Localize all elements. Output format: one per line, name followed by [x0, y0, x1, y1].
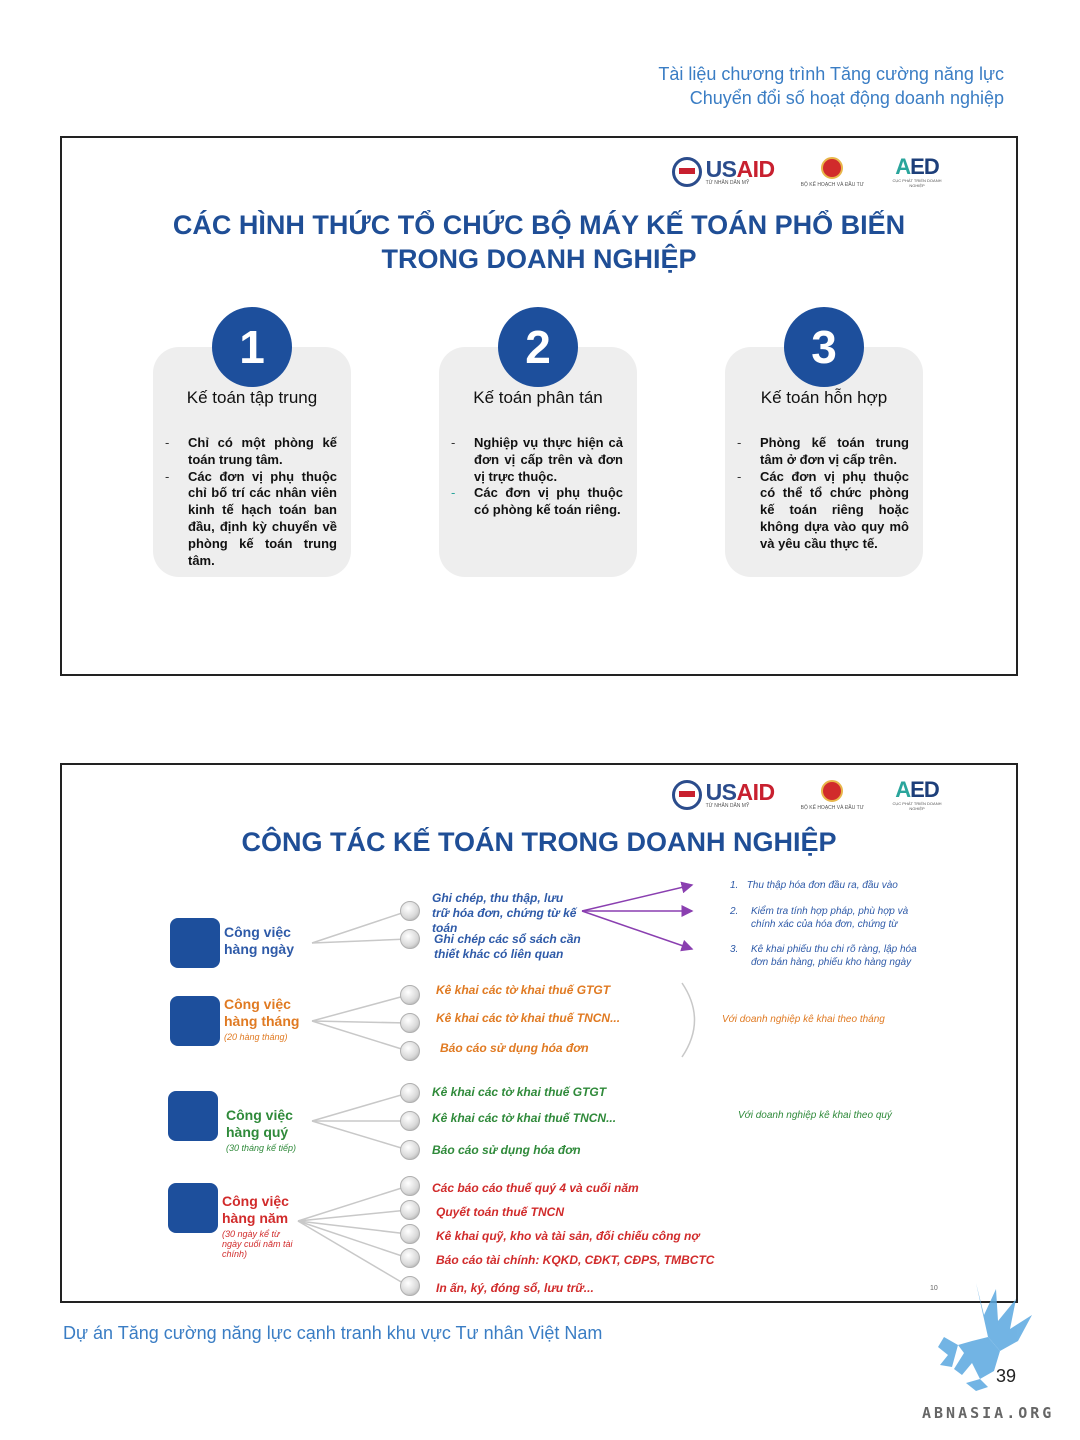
number-badge: 3 [784, 307, 864, 387]
list-item: Các đơn vị phụ thuộc có phòng kế toán ri… [451, 485, 623, 519]
list-item: Nghiệp vụ thực hiện cả đơn vị cấp trên v… [451, 435, 623, 485]
quarterly-note: Với doanh nghiệp kê khai theo quý [738, 1110, 892, 1121]
document-header: Tài liệu chương trình Tăng cường năng lự… [658, 62, 1004, 110]
task-yearly-1: Các báo cáo thuế quý 4 và cuối năm [432, 1181, 639, 1195]
node-bullet-icon [400, 985, 420, 1005]
card-bullets: Phòng kế toán trung tâm ở đơn vị cấp trê… [737, 435, 909, 553]
group-label-quarterly: Công việc hàng quý (30 tháng kế tiếp) [226, 1107, 297, 1153]
list-item: Các đơn vị phụ thuộc có thể tổ chức phòn… [737, 469, 909, 553]
task-daily-1: Ghi chép, thu thập, lưu trữ hóa đơn, chứ… [432, 891, 577, 935]
task-monthly-3: Báo cáo sử dụng hóa đơn [440, 1041, 589, 1055]
daily-step-1: 1. Thu thập hóa đơn đầu ra, đầu vào [730, 880, 898, 891]
task-yearly-2: Quyết toán thuế TNCN [436, 1205, 564, 1219]
group-block-monthly [170, 996, 220, 1046]
group-label-daily: Công việc hàng ngày [224, 924, 295, 957]
node-bullet-icon [400, 1041, 420, 1061]
connector-lines [297, 881, 696, 1287]
slide-number: 10 [930, 1285, 938, 1292]
usaid-seal-icon [671, 780, 702, 810]
page-number: 39 [996, 1366, 1017, 1386]
node-bullet-icon [400, 1200, 420, 1220]
mpi-emblem-icon [821, 779, 844, 802]
card-title: Kế toán hỗn hợp [760, 388, 888, 407]
node-bullet-icon [400, 1224, 420, 1244]
task-monthly-1: Kê khai các tờ khai thuế GTGT [436, 983, 611, 997]
node-bullet-icon [400, 1276, 420, 1296]
mpi-logo: BỘ KẾ HOẠCH VÀ ĐẦU TƯ [801, 779, 864, 811]
header-line-2: Chuyển đổi số hoạt động doanh nghiệp [689, 88, 1004, 108]
card-bullets: Chỉ có một phòng kế toán trung tâm. Các … [165, 435, 337, 569]
card-title: Kế toán phân tán [473, 388, 603, 407]
usaid-seal-icon [671, 157, 702, 187]
task-yearly-4: Báo cáo tài chính: KQKD, CĐKT, CĐPS, TMB… [436, 1253, 715, 1267]
node-bullet-icon [400, 929, 420, 949]
node-bullet-icon [400, 1176, 420, 1196]
group-block-yearly [168, 1183, 218, 1233]
aed-logo: AED CỤC PHÁT TRIỂN DOANH NGHIỆP [892, 777, 942, 812]
task-yearly-3: Kê khai quỹ, kho và tài sản, đối chiếu c… [436, 1229, 700, 1243]
partner-logos: USAID TỪ NHÂN DÂN MỸ BỘ KẾ HOẠCH VÀ ĐẦU … [671, 154, 944, 189]
number-badge: 1 [212, 307, 292, 387]
list-item: Các đơn vị phụ thuộc chỉ bố trí các nhân… [165, 469, 337, 570]
griffin-watermark-icon [938, 1283, 1032, 1391]
partner-logos: USAID TỪ NHÂN DÂN MỸ BỘ KẾ HOẠCH VÀ ĐẦU … [671, 777, 944, 812]
task-daily-2: Ghi chép các sổ sách cần thiết khác có l… [434, 932, 581, 961]
mpi-logo: BỘ KẾ HOẠCH VÀ ĐẦU TƯ [801, 156, 864, 188]
card-title: Kế toán tập trung [186, 388, 318, 407]
node-bullet-icon [400, 1111, 420, 1131]
node-bullet-icon [400, 1013, 420, 1033]
slide-1-title: CÁC HÌNH THỨC TỔ CHỨC BỘ MÁY KẾ TOÁN PHỔ… [172, 210, 906, 274]
node-bullet-icon [400, 1140, 420, 1160]
watermark-text: ABNASIA.ORG [922, 1404, 1055, 1422]
card-bullets: Nghiệp vụ thực hiện cả đơn vị cấp trên v… [451, 435, 623, 519]
slide-accounting-work: USAID TỪ NHÂN DÂN MỸ BỘ KẾ HOẠCH VÀ ĐẦU … [60, 763, 1018, 1303]
task-quarterly-1: Kê khai các tờ khai thuế GTGT [432, 1085, 607, 1099]
monthly-note: Với doanh nghiệp kê khai theo tháng [722, 1014, 885, 1025]
mpi-emblem-icon [821, 156, 844, 179]
number-badge: 2 [498, 307, 578, 387]
card-decentralized-accounting: Kế toán phân tán Nghiệp vụ thực hiện cả … [439, 347, 637, 577]
usaid-logo: USAID TỪ NHÂN DÂN MỸ [671, 157, 775, 187]
group-label-yearly: Công việc hàng năm (30 ngày kể từ ngày c… [222, 1193, 293, 1259]
slide-accounting-organization-forms: USAID TỪ NHÂN DÂN MỸ BỘ KẾ HOẠCH VÀ ĐẦU … [60, 136, 1018, 676]
task-quarterly-3: Báo cáo sử dụng hóa đơn [432, 1143, 581, 1157]
task-monthly-2: Kê khai các tờ khai thuế TNCN... [436, 1011, 621, 1025]
node-bullet-icon [400, 1083, 420, 1103]
group-label-monthly: Công việc hàng tháng (20 hàng tháng) [224, 996, 300, 1042]
task-yearly-5: In ấn, ký, đóng sổ, lưu trữ... [436, 1281, 594, 1295]
usaid-logo: USAID TỪ NHÂN DÂN MỸ [671, 780, 775, 810]
group-block-daily [170, 918, 220, 968]
node-bullet-icon [400, 1248, 420, 1268]
group-block-quarterly [168, 1091, 218, 1141]
node-bullet-icon [400, 901, 420, 921]
daily-step-3: 3. Kê khai phiếu thu chi rõ ràng, lập hó… [730, 944, 917, 968]
list-item: Phòng kế toán trung tâm ở đơn vị cấp trê… [737, 435, 909, 469]
header-line-1: Tài liệu chương trình Tăng cường năng lự… [658, 64, 1004, 84]
footer-text: Dự án Tăng cường năng lực cạnh tranh khu… [63, 1323, 603, 1343]
task-quarterly-2: Kê khai các tờ khai thuế TNCN... [432, 1111, 617, 1125]
slide-2-title: CÔNG TÁC KẾ TOÁN TRONG DOANH NGHIỆP [241, 827, 837, 857]
aed-logo: AED CỤC PHÁT TRIỂN DOANH NGHIỆP [892, 154, 942, 189]
list-item: Chỉ có một phòng kế toán trung tâm. [165, 435, 337, 469]
daily-step-2: 2. Kiểm tra tính hợp pháp, phù hợp và ch… [730, 906, 909, 930]
